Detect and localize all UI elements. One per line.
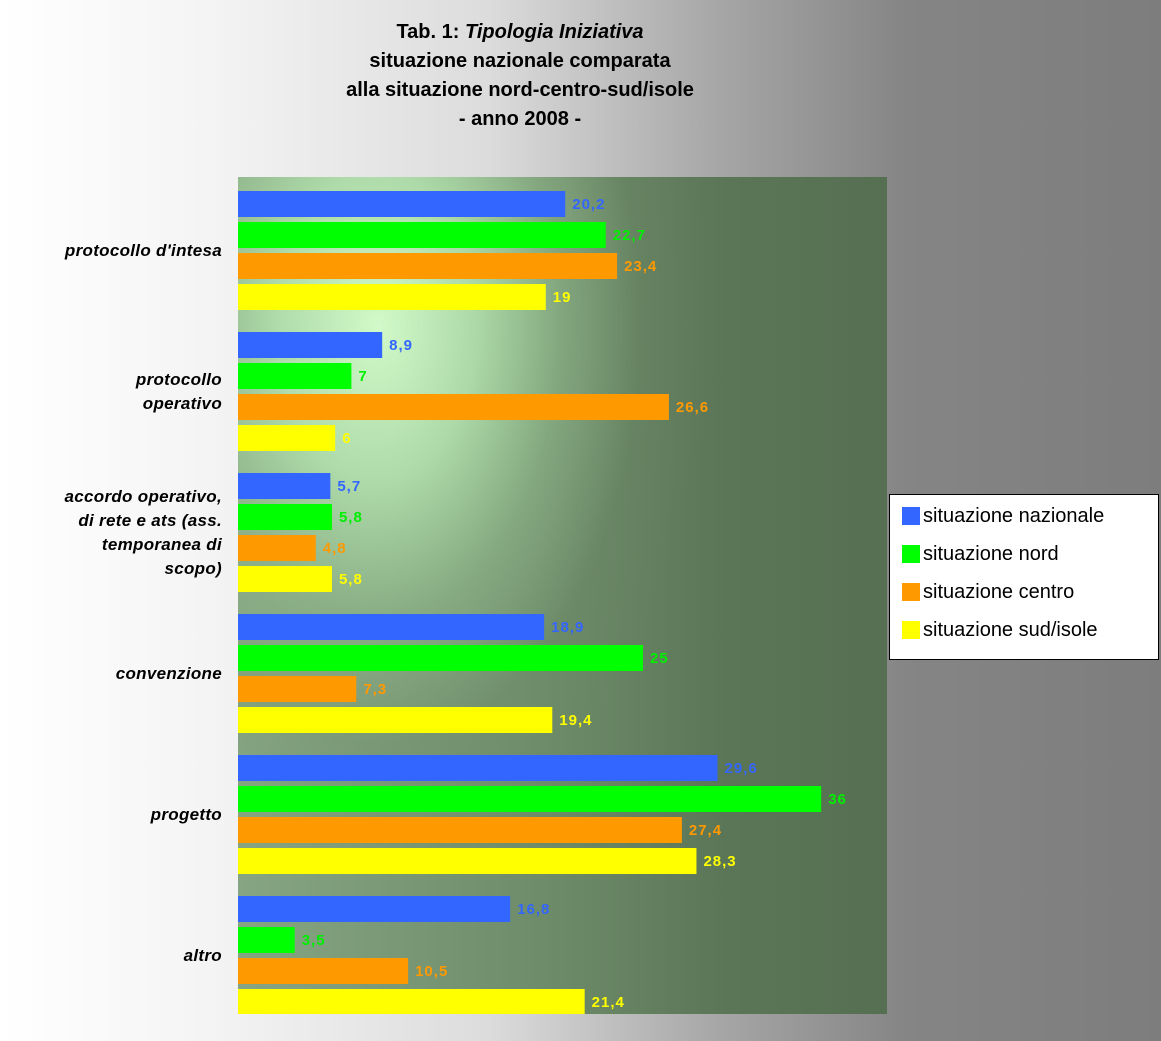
bar-1-4 xyxy=(238,786,822,812)
data-label-1-2: 5,8 xyxy=(339,509,363,526)
data-label-2-2: 4,8 xyxy=(323,540,347,557)
legend-swatch-0 xyxy=(902,507,920,525)
data-label-3-0: 19 xyxy=(553,289,572,306)
legend-label-2: situazione centro xyxy=(923,580,1075,603)
category-label-3: convenzione xyxy=(115,663,222,683)
bar-3-3 xyxy=(238,707,553,733)
bar-2-3 xyxy=(238,676,357,702)
bar-0-4 xyxy=(238,755,718,781)
category-label-4: progetto xyxy=(150,804,222,824)
bar-1-2 xyxy=(238,504,332,530)
bar-0-3 xyxy=(238,614,545,640)
bar-0-1 xyxy=(238,332,383,358)
data-label-3-4: 28,3 xyxy=(703,853,736,870)
data-label-0-4: 29,6 xyxy=(725,760,758,777)
bar-1-5 xyxy=(238,927,295,953)
legend-swatch-2 xyxy=(902,583,920,601)
legend-label-0: situazione nazionale xyxy=(923,504,1105,527)
bar-2-4 xyxy=(238,817,682,843)
bar-3-5 xyxy=(238,989,585,1014)
bar-3-0 xyxy=(238,284,546,310)
legend-label-3: situazione sud/isole xyxy=(923,618,1098,641)
bar-3-4 xyxy=(238,848,697,874)
bar-0-5 xyxy=(238,896,511,922)
legend-item-2: situazione centro xyxy=(902,580,1074,604)
bar-2-1 xyxy=(238,394,669,420)
legend-label-1: situazione nord xyxy=(923,542,1059,565)
data-label-0-3: 18,9 xyxy=(551,619,584,636)
data-label-2-1: 26,6 xyxy=(676,399,709,416)
data-label-0-1: 8,9 xyxy=(389,337,413,354)
bar-2-5 xyxy=(238,958,409,984)
data-label-2-0: 23,4 xyxy=(624,258,657,275)
bar-0-2 xyxy=(238,473,331,499)
data-label-1-5: 3,5 xyxy=(302,932,326,949)
data-label-0-0: 20,2 xyxy=(572,196,605,213)
data-label-1-3: 25 xyxy=(650,650,669,667)
title-prefix: Tab. 1: xyxy=(396,21,465,43)
bar-2-0 xyxy=(238,253,618,279)
title-line-1: Tab. 1: Tipologia Iniziativa xyxy=(300,18,740,47)
data-label-1-4: 36 xyxy=(828,791,847,808)
bar-1-3 xyxy=(238,645,643,671)
legend-item-1: situazione nord xyxy=(902,542,1059,566)
data-label-2-3: 7,3 xyxy=(363,681,387,698)
title-line-3: alla situazione nord-centro-sud/isole xyxy=(346,79,694,101)
bar-3-1 xyxy=(238,425,336,451)
data-label-3-2: 5,8 xyxy=(339,571,363,588)
plot-area: 20,2 22,7 23,4 19 8,9 7 26,6 6 5,7 5,8 4,8 5,8 18,9 2… xyxy=(238,177,887,1014)
data-label-1-1: 7 xyxy=(358,368,367,385)
bar-3-2 xyxy=(238,566,332,592)
title-line-2: situazione nazionale comparata xyxy=(369,50,671,72)
legend-item-0: situazione nazionale xyxy=(902,504,1104,528)
bar-0-0 xyxy=(238,191,566,217)
data-label-1-0: 22,7 xyxy=(613,227,646,244)
data-label-0-2: 5,7 xyxy=(337,478,361,495)
legend-swatch-3 xyxy=(902,621,920,639)
data-label-2-5: 10,5 xyxy=(415,963,448,980)
data-label-3-1: 6 xyxy=(342,430,351,447)
bar-2-2 xyxy=(238,535,316,561)
data-label-0-5: 16,8 xyxy=(517,901,550,918)
title-italic: Tipologia Iniziativa xyxy=(464,21,644,43)
title-line-4: - anno 2008 - xyxy=(458,108,582,130)
category-label-1: protocollo operativo xyxy=(135,369,222,413)
legend-item-3: situazione sud/isole xyxy=(902,618,1098,642)
legend-swatch-1 xyxy=(902,545,920,563)
bar-1-1 xyxy=(238,363,352,389)
legend: situazione nazionale situazione nord situa… xyxy=(889,494,1159,660)
category-label-0: protocollo d'intesa xyxy=(64,240,222,260)
chart-title: Tab. 1: Tipologia Iniziativa situazione … xyxy=(300,18,740,134)
data-label-2-4: 27,4 xyxy=(689,822,722,839)
category-label-2: accordo operativo, di rete e ats (ass. t… xyxy=(64,486,222,578)
data-label-3-5: 21,4 xyxy=(592,994,625,1011)
bar-1-0 xyxy=(238,222,606,248)
category-label-5: altro xyxy=(183,945,222,965)
bars-svg: 20,2 22,7 23,4 19 8,9 7 26,6 6 5,7 5,8 4,8 5,8 18,9 2… xyxy=(238,191,847,1014)
data-label-3-3: 19,4 xyxy=(559,712,592,729)
